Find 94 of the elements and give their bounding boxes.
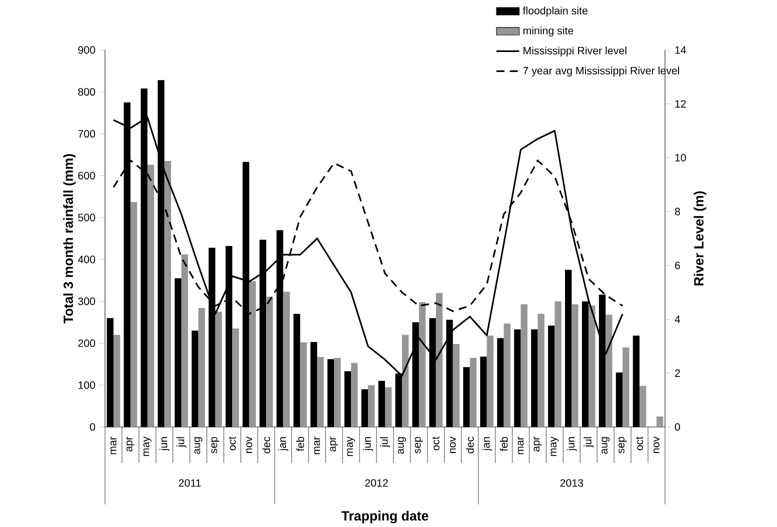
bar: [452, 344, 460, 427]
bar: [486, 336, 494, 427]
y2-tick-label: 14: [675, 46, 686, 54]
x-tick-label: sep: [414, 436, 423, 454]
bar: [266, 296, 273, 427]
x-tick-label: aug: [194, 437, 202, 454]
bar: [368, 385, 375, 427]
y-tick-label: 700: [78, 130, 96, 138]
bar: [130, 202, 138, 427]
x-tick-label: nov: [450, 436, 456, 453]
bar: [181, 254, 188, 427]
bar: [402, 334, 409, 427]
bar: [554, 301, 562, 427]
x-tick-label: mar: [110, 436, 116, 454]
text: 2011: [178, 479, 201, 487]
x-tick-label: nov: [246, 436, 252, 453]
x-tick-label: may: [143, 436, 152, 456]
x-axis-title: Trapping date: [341, 510, 428, 524]
y-tick-label: 300: [78, 298, 96, 306]
x-tick-label: may: [347, 436, 356, 456]
legend-label: Mississippi River level: [524, 46, 626, 57]
x-tick-label: aug: [602, 437, 610, 454]
bar: [351, 362, 358, 427]
bar: [640, 386, 646, 427]
x-tick-label: feb: [296, 436, 304, 452]
bar: [572, 304, 578, 427]
x-tick-label: jun: [159, 437, 170, 451]
bar: [470, 358, 477, 427]
bar: [588, 306, 596, 427]
x-tick-label: jan: [278, 437, 288, 451]
y-tick-label: 500: [78, 214, 96, 222]
y-tick-label: 800: [78, 88, 96, 96]
bar: [317, 357, 324, 427]
x-tick-label: oct: [636, 436, 644, 450]
bar: [215, 312, 222, 427]
y2-tick-label: 8: [674, 208, 680, 216]
x-tick-label: oct: [432, 436, 440, 450]
y2-tick-label: 4: [674, 316, 680, 323]
y-tick-label: 100: [78, 381, 96, 389]
text: 2013: [560, 479, 584, 487]
bar: [436, 292, 443, 427]
legend-label: floodplain site: [522, 6, 588, 17]
bar: [622, 347, 630, 427]
y2-tick-label: 2: [675, 369, 680, 377]
text: 2012: [365, 479, 388, 487]
bar: [418, 302, 426, 427]
x-tick-label: feb: [500, 436, 508, 452]
x-tick-label: sep: [211, 436, 220, 454]
bar: [656, 416, 664, 427]
bar: [538, 314, 544, 427]
x-tick-label: dec: [466, 436, 474, 454]
x-tick-label: jul: [380, 437, 390, 448]
x-tick-label: may: [550, 436, 559, 456]
x-tick-label: jul: [176, 437, 186, 448]
x-tick-label: sep: [618, 436, 627, 454]
bar: [164, 161, 172, 427]
x-tick-label: apr: [534, 436, 542, 452]
x-tick-label: mar: [314, 436, 320, 454]
y-tick-label: 600: [78, 172, 96, 180]
legend-label: 7 year avg Mississippi River level: [523, 66, 680, 77]
y2-tick-label: 12: [675, 100, 686, 108]
y2-tick-label: 10: [675, 154, 686, 162]
y2-tick-label: 0: [674, 423, 680, 431]
x-tick-label: apr: [330, 436, 338, 452]
bar: [300, 342, 307, 427]
bar: [334, 358, 341, 427]
x-tick-label: aug: [398, 437, 406, 454]
x-tick-label: mar: [518, 436, 524, 454]
bar: [113, 334, 120, 427]
y-tick-label: 0: [90, 423, 96, 431]
bar: [504, 324, 510, 427]
x-tick-label: jun: [566, 437, 577, 451]
x-tick-label: dec: [262, 436, 270, 454]
bar: [198, 308, 206, 427]
y2-tick-label: 6: [675, 262, 680, 270]
bar: [385, 387, 392, 427]
bar: [520, 304, 528, 427]
bar: [606, 314, 612, 427]
x-tick-label: jul: [584, 437, 594, 448]
bar: [249, 281, 256, 427]
bar: [147, 164, 154, 427]
legend-label: mining site: [523, 26, 574, 37]
y-tick-label: 200: [78, 339, 96, 347]
x-tick-label: jun: [363, 437, 374, 451]
bar: [283, 292, 290, 427]
y-tick-label: 400: [78, 256, 96, 264]
x-tick-label: oct: [228, 436, 236, 450]
y-tick-label: 900: [78, 46, 96, 54]
bar: [232, 328, 239, 427]
y-axis-title: Total 3 month rainfall (mm): [63, 154, 76, 324]
x-tick-label: jan: [482, 437, 492, 451]
x-tick-label: apr: [126, 436, 134, 452]
y2-axis-title: River Level (m): [694, 191, 706, 286]
x-tick-label: nov: [654, 436, 660, 453]
